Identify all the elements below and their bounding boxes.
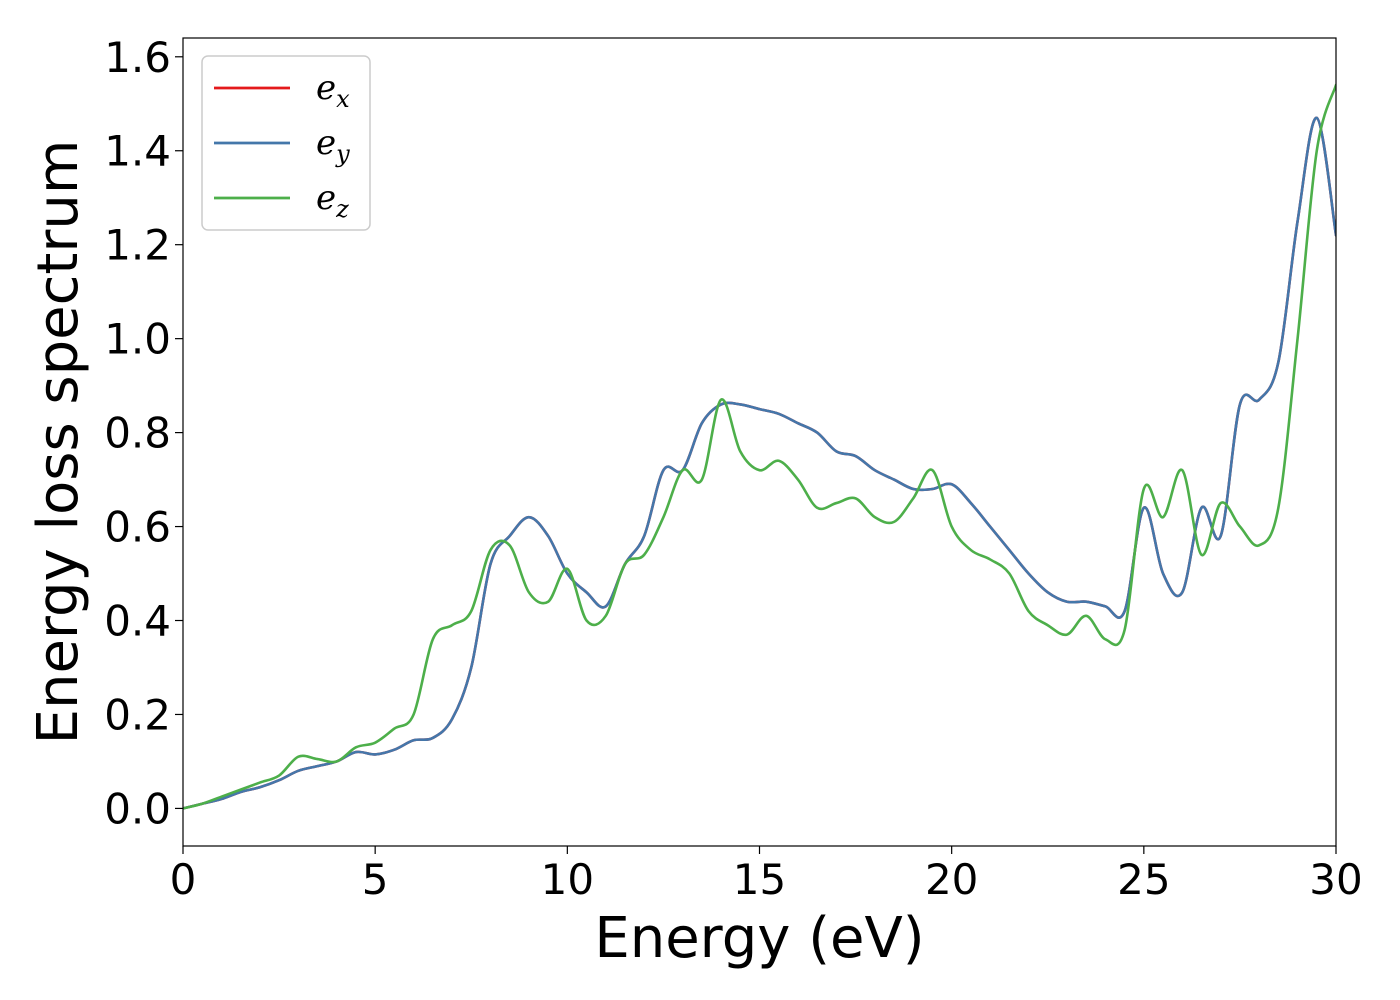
- y-ticks: 0.0 0.2 0.4 0.6 0.8 1.0 1.2 1.4 1.6: [104, 33, 183, 833]
- y-tick-label: 1.0: [104, 315, 171, 364]
- series-line-ez: [183, 83, 1336, 810]
- x-tick-label: 30: [1309, 855, 1362, 904]
- x-ticks: 0 5 10 15 20 25 30: [170, 846, 1363, 904]
- y-tick-label: 1.2: [104, 221, 171, 270]
- legend-label: ez: [316, 178, 349, 223]
- legend: ex ey ez: [201, 55, 371, 231]
- x-axis-label: Energy (eV): [594, 906, 924, 971]
- x-tick-label: 25: [1117, 855, 1170, 904]
- y-tick-label: 0.4: [104, 597, 171, 646]
- y-tick-label: 0.2: [104, 690, 171, 739]
- y-tick-label: 0.8: [104, 409, 171, 458]
- legend-label: ey: [316, 123, 350, 168]
- y-axis-label: Energy loss spectrum: [26, 140, 91, 745]
- y-tick-label: 1.4: [104, 127, 171, 176]
- x-tick-label: 15: [733, 855, 786, 904]
- series-line-ey: [183, 116, 1336, 810]
- y-tick-label: 1.6: [104, 33, 171, 82]
- x-tick-label: 20: [925, 855, 978, 904]
- y-tick-label: 0.0: [104, 784, 171, 833]
- x-tick-label: 5: [362, 855, 389, 904]
- x-tick-label: 0: [170, 855, 197, 904]
- y-tick-label: 0.6: [104, 503, 171, 552]
- series-lines: [183, 83, 1336, 810]
- x-tick-label: 10: [541, 855, 594, 904]
- legend-label: ex: [316, 68, 350, 113]
